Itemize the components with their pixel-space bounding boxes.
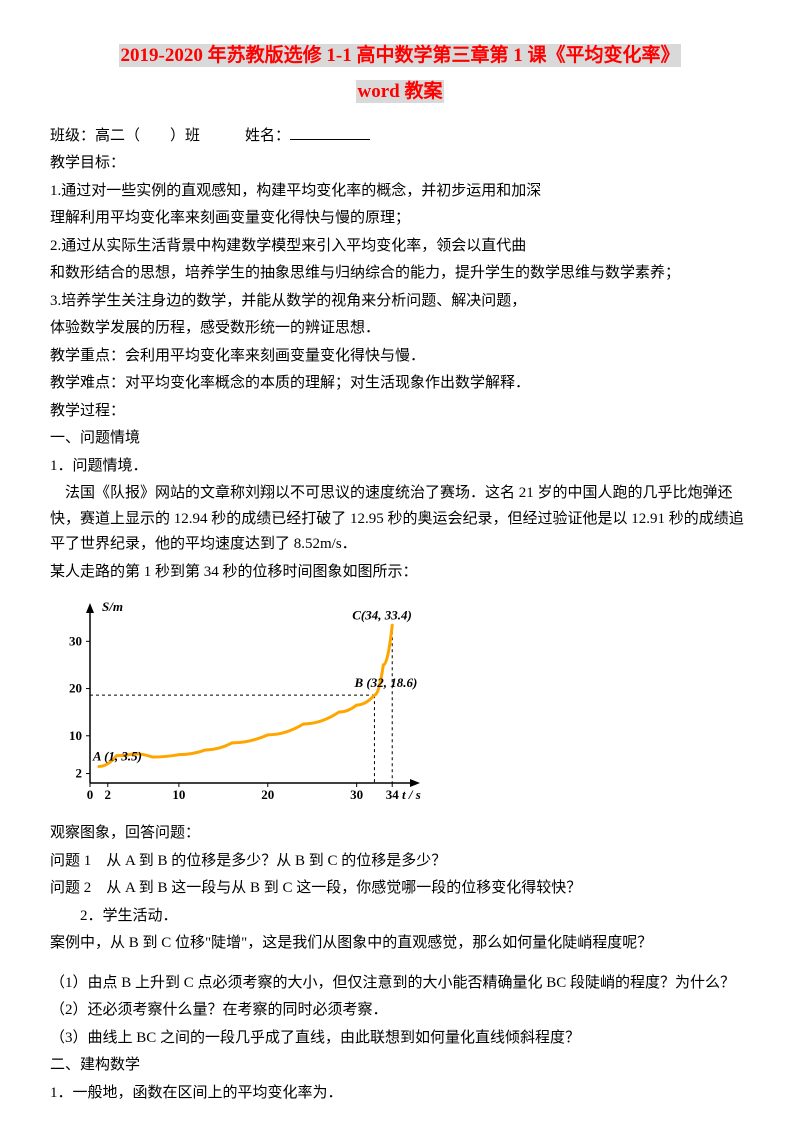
svg-text:2: 2 bbox=[76, 766, 83, 781]
title-text-2: word 教案 bbox=[356, 80, 445, 103]
doc-title-line2: word 教案 bbox=[50, 76, 750, 108]
section-1: 一、问题情境 bbox=[50, 426, 750, 452]
keypoint: 教学重点：会利用平均变化率来刻画变量变化得快与慢． bbox=[50, 344, 750, 370]
svg-text:0: 0 bbox=[87, 787, 94, 802]
objective-1b: 理解利用平均变化率来刻画变量变化得快与慢的原理； bbox=[50, 206, 750, 232]
svg-text:A (1, 3.5): A (1, 3.5) bbox=[92, 749, 142, 764]
section-1-p2: 某人走路的第 1 秒到第 34 秒的位移时间图象如图所示： bbox=[50, 560, 750, 586]
section-1-1: 1．问题情境． bbox=[50, 454, 750, 480]
svg-text:S/m: S/m bbox=[102, 599, 123, 614]
svg-text:20: 20 bbox=[69, 681, 82, 696]
svg-text:10: 10 bbox=[69, 728, 82, 743]
title-text-1: 2019-2020 年苏教版选修 1-1 高中数学第三章第 1 课《平均变化率》 bbox=[119, 44, 682, 67]
section-1-2p: 案例中，从 B 到 C 位移"陡增"，这是我们从图象中的直观感觉，那么如何量化陡… bbox=[50, 931, 750, 957]
svg-text:C(34, 33.4): C(34, 33.4) bbox=[352, 607, 412, 622]
section-1-2: 2．学生活动． bbox=[50, 904, 750, 930]
paren-2: （2）还必须考察什么量？在考察的同时必须考察． bbox=[50, 998, 750, 1024]
paren-1: （1）由点 B 上升到 C 点必须考察的大小，但仅注意到的大小能否精确量化 BC… bbox=[50, 971, 750, 997]
section-2-1: 1．一般地，函数在区间上的平均变化率为． bbox=[50, 1081, 750, 1107]
svg-text:B (32, 18.6): B (32, 18.6) bbox=[353, 675, 417, 690]
displacement-chart: 2 10 20 30 02 10 20 30 34 S/m t / s A (1, 3.5) B (32… bbox=[50, 593, 750, 813]
doc-title-line1: 2019-2020 年苏教版选修 1-1 高中数学第三章第 1 课《平均变化率》 bbox=[50, 40, 750, 72]
class-name-row: 班级：高二（ ）班 姓名： bbox=[50, 121, 750, 150]
objective-3b: 体验数学发展的历程，感受数形统一的辨证思想． bbox=[50, 316, 750, 342]
objective-3: 3.培养学生关注身边的数学，并能从数学的视角来分析问题、解决问题， bbox=[50, 289, 750, 315]
question-2: 问题 2 从 A 到 B 这一段与从 B 到 C 这一段，你感觉哪一段的位移变化… bbox=[50, 876, 750, 902]
chart-svg: 2 10 20 30 02 10 20 30 34 S/m t / s A (1, 3.5) B (32… bbox=[50, 593, 430, 813]
objective-1: 1.通过对一些实例的直观感知，构建平均变化率的概念，并初步运用和加深 bbox=[50, 179, 750, 205]
question-1: 问题 1 从 A 到 B 的位移是多少？从 B 到 C 的位移是多少？ bbox=[50, 849, 750, 875]
svg-text:30: 30 bbox=[350, 787, 363, 802]
objective-2b: 和数形结合的思想，培养学生的抽象思维与归纳综合的能力，提升学生的数学思维与数学素… bbox=[50, 261, 750, 287]
svg-text:10: 10 bbox=[172, 787, 185, 802]
after-chart: 观察图象，回答问题： bbox=[50, 821, 750, 847]
process: 教学过程： bbox=[50, 399, 750, 425]
name-blank bbox=[290, 121, 370, 140]
paren-3: （3）曲线上 BC 之间的一段几乎成了直线，由此联想到如何量化直线倾斜程度？ bbox=[50, 1026, 750, 1052]
section-2: 二、建构数学 bbox=[50, 1053, 750, 1079]
objective-2: 2.通过从实际生活背景中构建数学模型来引入平均变化率，领会以直代曲 bbox=[50, 234, 750, 260]
svg-text:20: 20 bbox=[261, 787, 274, 802]
svg-text:2: 2 bbox=[105, 787, 112, 802]
spacer bbox=[50, 959, 750, 969]
class-label: 班级：高二（ ）班 姓名： bbox=[50, 128, 290, 144]
svg-text:30: 30 bbox=[69, 633, 82, 648]
objective-title: 教学目标： bbox=[50, 151, 750, 177]
svg-text:34: 34 bbox=[386, 787, 400, 802]
section-1-p1: 法国《队报》网站的文章称刘翔以不可思议的速度统治了赛场．这名 21 岁的中国人跑… bbox=[50, 481, 750, 558]
svg-text:t / s: t / s bbox=[402, 787, 421, 802]
difficulty: 教学难点：对平均变化率概念的本质的理解；对生活现象作出数学解释． bbox=[50, 371, 750, 397]
